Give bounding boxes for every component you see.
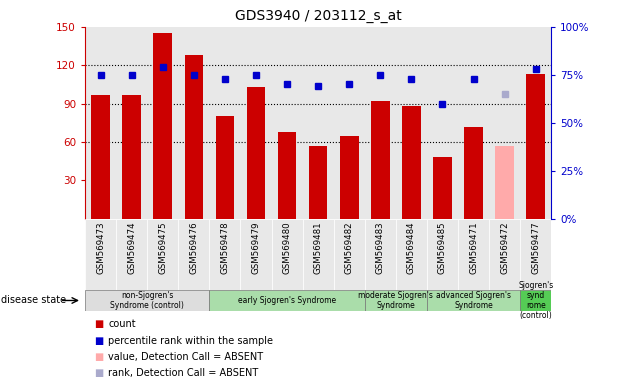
Bar <box>464 127 483 219</box>
Bar <box>427 27 458 219</box>
Text: non-Sjogren's
Syndrome (control): non-Sjogren's Syndrome (control) <box>110 291 184 310</box>
Text: GSM569482: GSM569482 <box>345 221 353 274</box>
Bar <box>178 27 209 219</box>
Bar <box>396 27 427 219</box>
Bar <box>433 157 452 219</box>
Bar <box>278 132 296 219</box>
Text: GSM569473: GSM569473 <box>96 221 105 274</box>
Text: percentile rank within the sample: percentile rank within the sample <box>108 336 273 346</box>
Bar <box>91 95 110 219</box>
Bar <box>272 27 302 219</box>
Bar <box>85 27 116 219</box>
Text: count: count <box>108 319 136 329</box>
Bar <box>520 290 551 311</box>
Text: ■: ■ <box>94 319 104 329</box>
Text: disease state: disease state <box>1 295 66 306</box>
Bar <box>489 27 520 219</box>
Bar <box>272 219 302 290</box>
Text: early Sjogren's Syndrome: early Sjogren's Syndrome <box>238 296 336 305</box>
Bar <box>458 219 489 290</box>
Bar <box>147 27 178 219</box>
Text: GSM569481: GSM569481 <box>314 221 323 274</box>
Bar <box>340 136 358 219</box>
Bar <box>209 219 241 290</box>
Text: ■: ■ <box>94 368 104 378</box>
Text: ■: ■ <box>94 352 104 362</box>
Bar <box>371 101 389 219</box>
Bar <box>495 146 514 219</box>
Bar <box>122 95 141 219</box>
Text: GSM569485: GSM569485 <box>438 221 447 274</box>
Bar <box>427 219 458 290</box>
Bar <box>185 55 203 219</box>
Bar <box>154 33 172 219</box>
Text: GSM569472: GSM569472 <box>500 221 509 274</box>
Bar <box>402 106 421 219</box>
Bar <box>520 219 551 290</box>
Text: GSM569484: GSM569484 <box>407 221 416 274</box>
Title: GDS3940 / 203112_s_at: GDS3940 / 203112_s_at <box>235 9 401 23</box>
Bar <box>302 219 334 290</box>
Text: GSM569474: GSM569474 <box>127 221 136 274</box>
Bar <box>209 290 365 311</box>
Text: GSM569479: GSM569479 <box>251 221 260 273</box>
Bar <box>365 290 427 311</box>
Bar <box>116 27 147 219</box>
Text: GSM569483: GSM569483 <box>376 221 385 274</box>
Bar <box>178 219 209 290</box>
Bar <box>427 290 520 311</box>
Text: GSM569475: GSM569475 <box>158 221 167 274</box>
Bar <box>247 87 265 219</box>
Bar <box>365 27 396 219</box>
Text: value, Detection Call = ABSENT: value, Detection Call = ABSENT <box>108 352 263 362</box>
Bar <box>489 219 520 290</box>
Bar <box>215 116 234 219</box>
Bar <box>365 219 396 290</box>
Text: ■: ■ <box>94 336 104 346</box>
Bar <box>334 219 365 290</box>
Text: GSM569478: GSM569478 <box>220 221 229 274</box>
Bar <box>527 74 545 219</box>
Bar <box>520 27 551 219</box>
Text: GSM569477: GSM569477 <box>531 221 540 274</box>
Bar <box>85 290 209 311</box>
Bar <box>458 27 489 219</box>
Bar <box>334 27 365 219</box>
Text: GSM569480: GSM569480 <box>283 221 292 274</box>
Bar <box>241 27 272 219</box>
Text: advanced Sjogren's
Syndrome: advanced Sjogren's Syndrome <box>436 291 511 310</box>
Text: rank, Detection Call = ABSENT: rank, Detection Call = ABSENT <box>108 368 258 378</box>
Text: GSM569476: GSM569476 <box>190 221 198 274</box>
Bar <box>147 219 178 290</box>
Bar <box>302 27 334 219</box>
Bar <box>209 27 241 219</box>
Text: moderate Sjogren's
Syndrome: moderate Sjogren's Syndrome <box>358 291 433 310</box>
Text: Sjogren's
synd
rome
(control): Sjogren's synd rome (control) <box>518 281 553 319</box>
Bar <box>241 219 272 290</box>
Bar <box>116 219 147 290</box>
Bar <box>396 219 427 290</box>
Bar <box>309 146 328 219</box>
Bar <box>85 219 116 290</box>
Text: GSM569471: GSM569471 <box>469 221 478 274</box>
